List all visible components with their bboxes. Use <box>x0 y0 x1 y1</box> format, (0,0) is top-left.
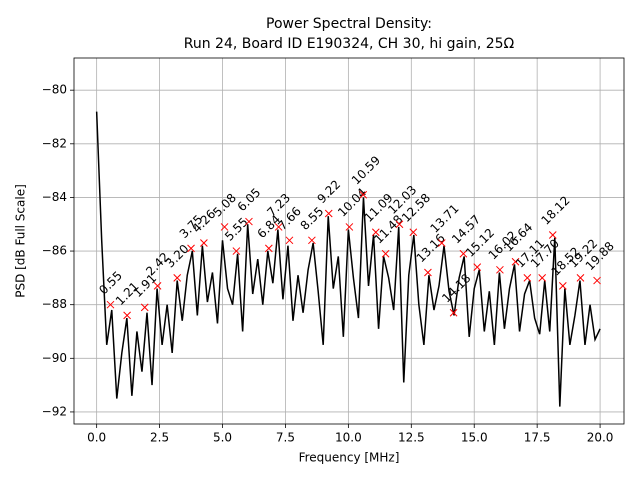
peak-marker-stroke <box>106 300 115 309</box>
peak-marker <box>264 244 273 253</box>
peak-marker-stroke <box>274 223 283 231</box>
chart-subtitle: Run 24, Board ID E190324, CH 30, hi gain… <box>184 36 515 52</box>
peak-marker-stroke <box>538 274 547 282</box>
y-axis-label: PSD [dB Full Scale] <box>14 184 28 298</box>
y-tick-label: −88 <box>42 297 67 311</box>
peak-marker-stroke <box>245 217 253 226</box>
peak-marker <box>449 308 458 317</box>
x-tick-label: 17.5 <box>524 431 551 445</box>
chart-title: Power Spectral Density: <box>266 16 432 32</box>
peak-marker-stroke <box>359 190 368 199</box>
peak-marker <box>324 209 333 218</box>
x-tick-label: 5.0 <box>213 431 232 445</box>
peak-marker <box>245 217 253 226</box>
peak-marker-stroke <box>371 228 380 237</box>
peak-marker <box>274 223 283 231</box>
peak-marker-stroke <box>345 223 354 231</box>
peak-marker <box>409 228 418 237</box>
peak-marker-stroke <box>187 244 195 253</box>
peak-marker-stroke <box>381 249 390 258</box>
peak-marker-stroke <box>409 228 418 237</box>
peak-marker <box>593 276 601 285</box>
peak-marker-stroke <box>220 223 229 231</box>
peak-marker-stroke <box>558 282 567 290</box>
x-tick-label: 7.5 <box>276 431 295 445</box>
peak-label: 10.59 <box>349 153 383 187</box>
peak-marker <box>548 231 557 239</box>
x-axis-label: Frequency [MHz] <box>299 451 400 465</box>
x-tick-label: 0.0 <box>87 431 106 445</box>
peak-marker <box>473 263 482 271</box>
peak-marker <box>424 268 432 277</box>
y-tick-label: −86 <box>42 244 67 258</box>
peak-marker-stroke <box>123 311 131 320</box>
peak-marker-stroke <box>308 236 316 245</box>
psd-line <box>95 111 601 407</box>
peak-marker-stroke <box>153 282 162 290</box>
plot-frame <box>73 57 625 425</box>
peak-marker-stroke <box>285 236 294 245</box>
peak-marker-stroke <box>593 276 601 285</box>
peak-marker-stroke <box>473 263 482 271</box>
y-tick-label: −82 <box>42 136 67 150</box>
peak-marker-stroke <box>523 274 532 282</box>
x-tick-label: 15.0 <box>461 431 488 445</box>
peak-label: 6.05 <box>235 185 264 214</box>
peak-marker-stroke <box>264 244 273 253</box>
peak-marker-stroke <box>511 257 520 266</box>
peak-marker <box>381 249 390 258</box>
peak-marker <box>140 303 149 312</box>
peak-marker-stroke <box>140 303 149 312</box>
peak-marker <box>523 274 532 282</box>
x-tick-label: 12.5 <box>398 431 425 445</box>
peak-marker-stroke <box>395 220 404 229</box>
peak-marker <box>538 274 547 282</box>
peak-label: 9.22 <box>314 177 343 206</box>
peak-marker-stroke <box>437 239 446 247</box>
peak-marker <box>345 223 354 231</box>
peak-marker <box>106 300 115 309</box>
y-tick-label: −84 <box>42 190 67 204</box>
peak-marker-stroke <box>424 268 432 277</box>
peak-marker-stroke <box>576 274 585 282</box>
peak-marker <box>496 265 504 274</box>
peak-marker <box>576 274 585 282</box>
x-tick-label: 20.0 <box>587 431 614 445</box>
y-tick-label: −92 <box>42 404 67 418</box>
peak-marker-stroke <box>548 231 557 239</box>
peak-marker <box>232 247 241 255</box>
peak-marker <box>459 249 468 258</box>
peak-marker-stroke <box>173 274 182 282</box>
x-tick-label: 10.0 <box>335 431 362 445</box>
peak-marker-stroke <box>232 247 241 255</box>
x-tick-label: 2.5 <box>150 431 169 445</box>
peak-marker <box>153 282 162 290</box>
peak-marker-stroke <box>449 308 458 317</box>
peak-label: 8.55 <box>298 204 327 233</box>
peak-marker <box>359 190 368 199</box>
peak-marker <box>187 244 195 253</box>
peak-marker <box>123 311 131 320</box>
y-tick-label: −80 <box>42 83 67 97</box>
peak-marker <box>395 220 404 229</box>
peak-marker <box>437 239 446 247</box>
peak-marker <box>511 257 520 266</box>
peak-marker-stroke <box>200 239 208 247</box>
peak-marker-stroke <box>324 209 333 218</box>
peak-marker <box>220 223 229 231</box>
peak-label: 18.12 <box>538 193 572 227</box>
peak-marker-stroke <box>496 265 504 274</box>
peak-marker <box>285 236 294 245</box>
peak-marker <box>173 274 182 282</box>
y-tick-label: −90 <box>42 351 67 365</box>
peak-marker <box>308 236 316 245</box>
peak-marker-stroke <box>459 249 468 258</box>
peak-marker <box>200 239 208 247</box>
peak-marker <box>558 282 567 290</box>
peak-label: 3.20 <box>163 242 192 271</box>
peak-marker <box>371 228 380 237</box>
